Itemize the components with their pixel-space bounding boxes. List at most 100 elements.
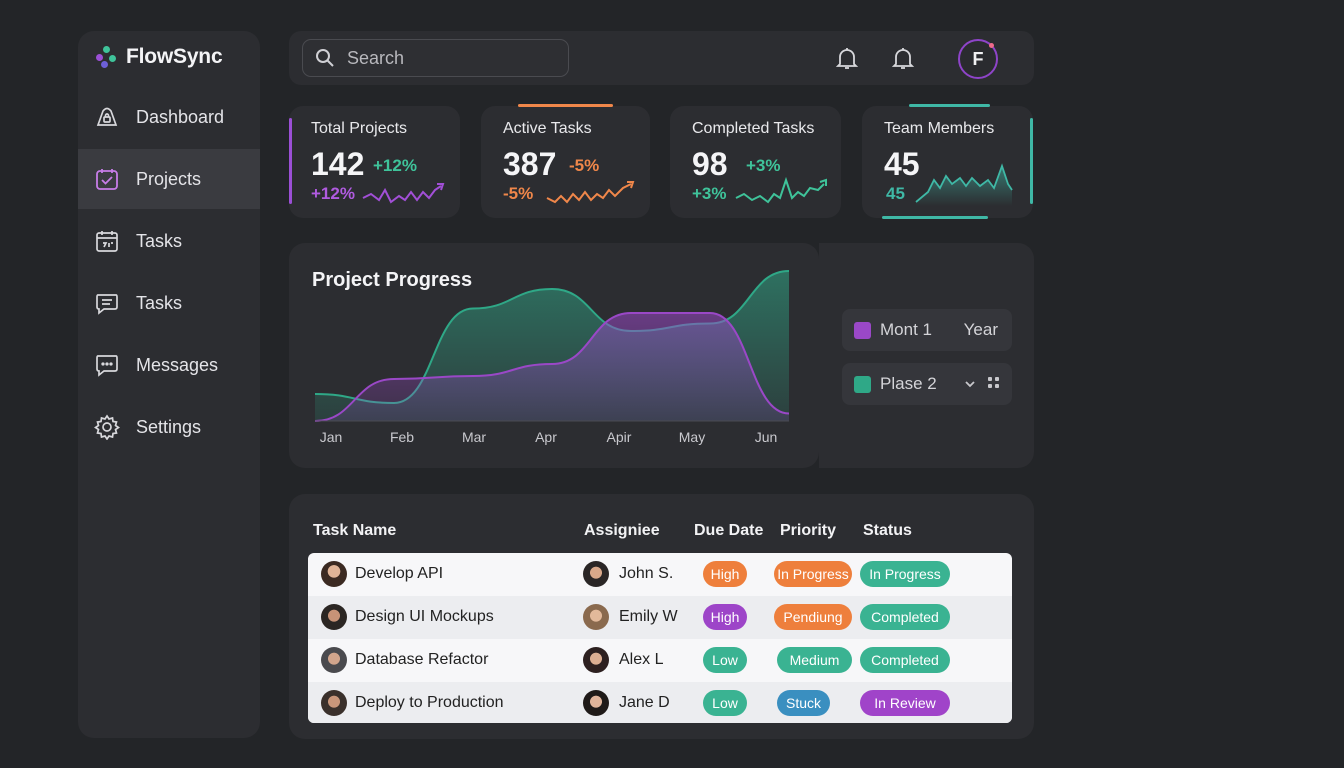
due-badge: High (703, 561, 747, 587)
stat-delta-secondary: -5% (503, 184, 534, 203)
column-header-priority[interactable]: Priority (780, 522, 837, 539)
series-line-1 (314, 312, 790, 422)
top-bar: F (289, 31, 1034, 85)
assignee-name: Emily W (619, 608, 678, 625)
sidebar-item-dashboard[interactable]: Dashboard (78, 87, 260, 147)
accent-bar (882, 216, 988, 219)
avatar (583, 690, 609, 716)
bell-icon-2[interactable] (890, 45, 916, 71)
sidebar-item-settings[interactable]: Settings (78, 397, 260, 457)
sparkline (735, 176, 827, 204)
stat-value: 45 (884, 146, 920, 182)
brand-logo-icon (96, 46, 118, 68)
chart-svg: Jan Feb Mar Apr Apir May Jun (314, 270, 790, 445)
stat-delta: +3% (746, 156, 781, 175)
assignee-name: John S. (619, 565, 674, 582)
legend-period-label[interactable]: Year (963, 320, 998, 339)
status-badge: Completed (860, 647, 950, 673)
search-box[interactable] (302, 39, 569, 77)
legend-swatch (854, 321, 871, 339)
chevron-down-icon[interactable] (964, 379, 976, 389)
avatar (321, 647, 347, 673)
chart-legend-panel: Mont 1 Year Plase 2 (819, 243, 1034, 468)
column-header-due-date[interactable]: Due Date (694, 522, 764, 539)
legend-swatch (854, 375, 871, 393)
accent-bar (289, 118, 292, 204)
stat-delta: -5% (569, 156, 600, 175)
legend-item-series-2[interactable]: Plase 2 (842, 363, 1012, 405)
stat-card-total-projects[interactable]: Total Projects 142 +12% +12% (289, 106, 460, 218)
brand-name: FlowSync (126, 45, 223, 68)
column-header-assignee[interactable]: Assigniee (584, 522, 660, 539)
gear-icon (94, 414, 120, 440)
avatar (321, 604, 347, 630)
task-name: Develop API (355, 565, 444, 582)
table-row[interactable]: Database Refactor Alex L Low Medium Comp… (308, 639, 1012, 682)
avatar (583, 561, 609, 587)
task-name: Deploy to Production (355, 694, 504, 711)
sidebar-item-label: Projects (136, 168, 202, 189)
x-tick-label: Feb (390, 429, 414, 445)
brand[interactable]: FlowSync (96, 45, 223, 69)
sidebar-item-label: Tasks (136, 292, 183, 313)
user-avatar[interactable]: F (958, 39, 998, 79)
sidebar-item-projects[interactable]: Projects (78, 149, 260, 209)
accent-bar (1030, 118, 1033, 204)
avatar (583, 604, 609, 630)
sidebar-item-label: Messages (136, 354, 219, 375)
priority-badge: In Progress (774, 561, 852, 587)
chat-dots-icon (96, 355, 118, 377)
x-tick-label: Apir (607, 429, 632, 445)
column-header-task-name[interactable]: Task Name (313, 522, 397, 539)
sidebar-item-label: Tasks (136, 230, 183, 251)
sidebar-nav: Dashboard Projects Tasks Tasks Messages … (78, 87, 260, 459)
assignee-name: Jane D (619, 694, 670, 711)
accent-bar (909, 104, 990, 107)
search-input[interactable] (347, 47, 547, 69)
stat-label: Total Projects (311, 120, 408, 137)
stat-card-team-members[interactable]: Team Members 45 45 (862, 104, 1033, 219)
status-badge: In Review (860, 690, 950, 716)
legend-item-series-1[interactable]: Mont 1 Year (842, 309, 1012, 351)
priority-badge: Stuck (777, 690, 830, 716)
due-badge: High (703, 604, 747, 630)
bell-icon[interactable] (834, 45, 860, 71)
sidebar-item-messages[interactable]: Messages (78, 335, 260, 395)
table-row[interactable]: Deploy to Production Jane D Low Stuck In… (308, 682, 1012, 723)
stat-label: Team Members (884, 120, 995, 137)
avatar (321, 561, 347, 587)
tasks-table: Task Name Assigniee Due Date Priority St… (289, 494, 1034, 739)
stat-delta-secondary: +12% (311, 184, 355, 203)
chat-lines-icon (96, 294, 118, 315)
stat-value: 98 (692, 146, 728, 182)
legend-label: Mont 1 (880, 320, 932, 339)
table-row[interactable]: Develop API John S. High In Progress In … (308, 553, 1012, 596)
x-tick-label: May (679, 429, 705, 445)
avatar (321, 690, 347, 716)
grid-icon[interactable] (988, 377, 1000, 389)
project-progress-chart: Project Progress Jan Feb Mar Apr Apir May Jun (289, 243, 819, 468)
stat-value: 387 (503, 146, 557, 182)
sparkline (362, 183, 445, 204)
calendar-icon (96, 231, 118, 252)
accent-bar (518, 104, 613, 107)
avatar-initial: F (972, 48, 984, 69)
lock-bell-icon (96, 107, 118, 126)
stat-card-completed-tasks[interactable]: Completed Tasks 98 +3% +3% (670, 106, 841, 218)
table-row[interactable]: Design UI Mockups Emily W High Pendiung … (308, 596, 1012, 639)
sidebar-item-tasks[interactable]: Tasks (78, 211, 260, 271)
status-badge: Completed (860, 604, 950, 630)
assignee-name: Alex L (619, 651, 664, 668)
stat-card-active-tasks[interactable]: Active Tasks 387 -5% -5% (481, 104, 650, 218)
stat-delta-secondary: 45 (886, 184, 905, 203)
sidebar-item-tasks-2[interactable]: Tasks (78, 273, 260, 333)
stat-delta: +12% (373, 156, 417, 175)
notification-dot (989, 43, 994, 48)
column-header-status[interactable]: Status (863, 522, 912, 539)
task-name: Design UI Mockups (355, 608, 494, 625)
sidebar: FlowSync Dashboard Projects Tasks Tasks … (78, 31, 260, 738)
search-icon (316, 49, 334, 67)
stat-delta-secondary: +3% (692, 184, 727, 203)
stat-label: Completed Tasks (692, 120, 815, 137)
due-badge: Low (703, 690, 747, 716)
